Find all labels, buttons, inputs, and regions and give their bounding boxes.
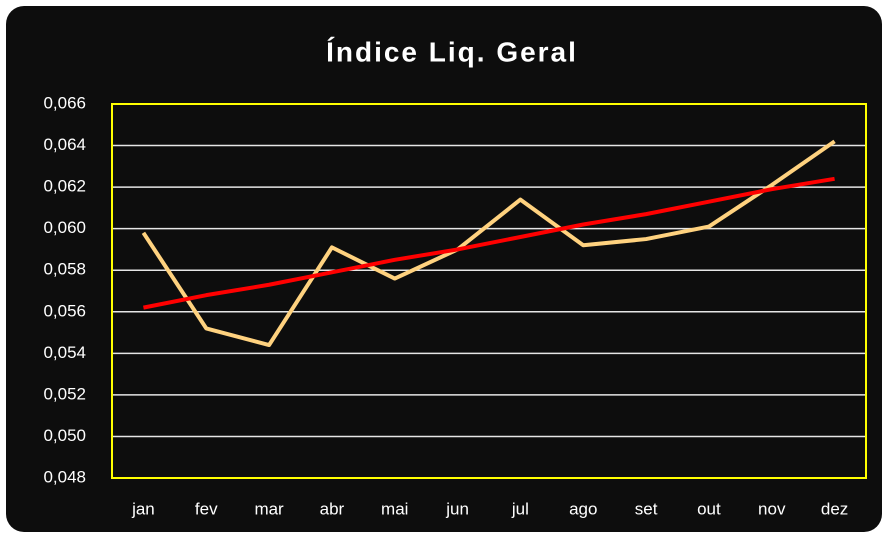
plot-frame xyxy=(111,103,867,479)
y-tick-label: 0,050 xyxy=(43,426,86,445)
x-tick-label: mai xyxy=(381,499,408,518)
x-tick-label: dez xyxy=(821,499,848,518)
y-tick-label: 0,060 xyxy=(43,218,86,237)
chart-title: Índice Liq. Geral xyxy=(326,36,578,67)
x-tick-label: ago xyxy=(569,499,597,518)
y-tick-label: 0,052 xyxy=(43,384,86,403)
y-tick-label: 0,058 xyxy=(43,260,86,279)
y-tick-label: 0,048 xyxy=(43,467,86,486)
x-tick-label: nov xyxy=(758,499,786,518)
chart-background xyxy=(6,6,882,532)
x-tick-label: jun xyxy=(445,499,469,518)
x-tick-label: out xyxy=(697,499,721,518)
line-series xyxy=(143,176,835,310)
x-tick-label: jul xyxy=(511,499,529,518)
y-tick-label: 0,056 xyxy=(43,301,86,320)
y-tick-label: 0,066 xyxy=(43,93,86,112)
x-tick-label: jan xyxy=(131,499,155,518)
y-tick-label: 0,064 xyxy=(43,135,86,154)
y-tick-label: 0,054 xyxy=(43,343,86,362)
x-tick-label: mar xyxy=(254,499,284,518)
x-tick-label: abr xyxy=(320,499,345,518)
y-tick-label: 0,062 xyxy=(43,177,86,196)
x-tick-label: fev xyxy=(195,499,218,518)
line-series xyxy=(141,139,836,348)
x-tick-label: set xyxy=(635,499,658,518)
